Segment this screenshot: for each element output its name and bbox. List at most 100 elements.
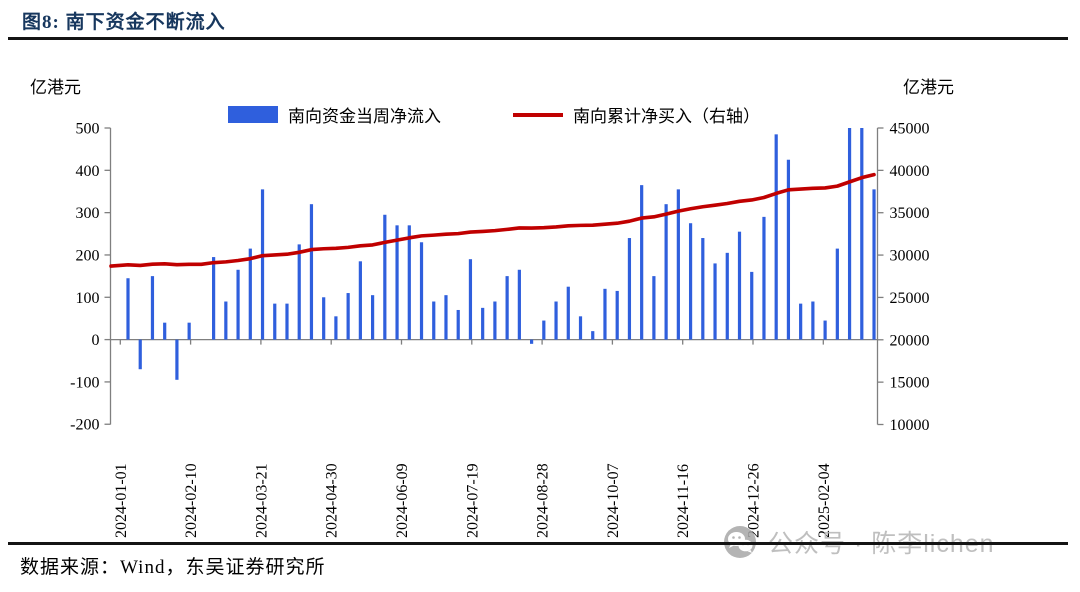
- left-tick-label: 500: [76, 121, 100, 138]
- bar: [774, 134, 778, 340]
- bar: [811, 301, 815, 340]
- legend-item-line: 南向累计净买入（右轴）: [513, 102, 760, 127]
- right-axis-unit: 亿港元: [903, 78, 954, 97]
- x-tick-label: 2025-02-04: [816, 463, 833, 538]
- right-tick-label: 25000: [890, 290, 930, 307]
- bar: [248, 248, 252, 340]
- bar: [138, 339, 142, 370]
- bar: [309, 204, 314, 340]
- bar: [591, 331, 595, 340]
- x-tick-label: 2024-11-16: [675, 464, 692, 538]
- left-tick-label: 300: [76, 205, 100, 222]
- bar: [554, 301, 558, 340]
- left-tick-label: -200: [70, 417, 99, 434]
- x-tick-label: 2024-12-26: [746, 463, 763, 538]
- bar: [419, 242, 424, 340]
- bar: [578, 316, 583, 340]
- bar: [799, 303, 803, 340]
- bar: [481, 307, 485, 340]
- figure-title: 图8: 南下资金不断流入: [22, 12, 226, 33]
- bar: [701, 238, 705, 340]
- x-tick-label: 2024-02-10: [183, 463, 200, 538]
- bar: [529, 339, 534, 344]
- bar: [236, 269, 240, 340]
- bar: [750, 271, 754, 340]
- footer-divider: [8, 542, 1068, 545]
- bar: [517, 269, 521, 340]
- bar: [358, 261, 362, 340]
- bar: [273, 303, 277, 340]
- right-tick-label: 20000: [890, 332, 930, 349]
- bar: [847, 128, 852, 340]
- bar: [823, 320, 827, 340]
- x-tick-label: 2024-01-01: [113, 463, 130, 538]
- left-tick-label: -100: [70, 374, 99, 391]
- bar: [676, 189, 680, 340]
- legend-bar-swatch: [228, 106, 278, 123]
- left-tick-label: 200: [76, 247, 100, 264]
- left-axis-unit: 亿港元: [30, 78, 81, 97]
- bar: [322, 297, 326, 340]
- legend: 南向资金当周净流入 南向累计净买入（右轴）: [110, 102, 878, 127]
- legend-line-swatch: [513, 112, 563, 117]
- bar: [627, 238, 632, 340]
- bar: [603, 288, 607, 340]
- bar: [297, 244, 301, 340]
- x-tick-label: 2024-07-19: [464, 463, 481, 538]
- bar: [713, 263, 717, 340]
- bar: [285, 303, 289, 340]
- right-tick-label: 10000: [890, 417, 930, 434]
- bar: [126, 278, 130, 340]
- bar: [150, 276, 155, 340]
- x-tick-label: 2024-10-07: [605, 463, 622, 538]
- bar: [835, 248, 839, 340]
- right-tick-label: 35000: [890, 205, 930, 222]
- bar: [395, 225, 399, 340]
- bar: [566, 286, 570, 340]
- right-tick-label: 45000: [890, 121, 930, 138]
- bar: [860, 128, 864, 340]
- bar: [872, 189, 876, 340]
- x-tick-label: 2024-03-21: [253, 463, 270, 538]
- bar: [493, 301, 497, 340]
- bar: [762, 216, 766, 340]
- bar: [456, 309, 460, 340]
- bar: [444, 295, 448, 340]
- bar: [652, 276, 656, 340]
- bar: [615, 290, 619, 340]
- left-tick-label: 100: [76, 290, 100, 307]
- bar: [383, 214, 387, 340]
- cumulative-line: [109, 172, 876, 268]
- bar: [212, 257, 216, 340]
- bar: [163, 322, 167, 340]
- x-tick-label: 2024-08-28: [535, 463, 552, 538]
- bar: [664, 204, 668, 340]
- bar: [371, 295, 375, 340]
- bar: [505, 276, 509, 340]
- legend-item-bars: 南向资金当周净流入: [228, 102, 441, 127]
- left-tick-label: 400: [76, 163, 100, 180]
- bar: [725, 252, 729, 340]
- x-tick-label: 2024-04-30: [324, 463, 341, 538]
- bar: [407, 225, 411, 340]
- legend-line-label: 南向累计净买入（右轴）: [573, 107, 760, 126]
- bar: [737, 231, 742, 340]
- bar: [175, 339, 179, 380]
- bar: [187, 322, 191, 340]
- bar: [346, 293, 350, 340]
- bar: [468, 259, 473, 340]
- right-tick-label: 15000: [890, 375, 930, 392]
- data-source: 数据来源：Wind，东吴证券研究所: [20, 557, 326, 578]
- bar: [786, 159, 791, 340]
- left-tick-label: 0: [92, 332, 100, 349]
- x-tick-label: 2024-06-09: [394, 463, 411, 538]
- bar: [432, 301, 436, 340]
- bar: [542, 320, 546, 340]
- bar: [334, 316, 338, 340]
- bar: [260, 189, 265, 340]
- right-tick-label: 40000: [890, 163, 930, 180]
- legend-bar-label: 南向资金当周净流入: [288, 107, 441, 126]
- bar: [688, 223, 693, 340]
